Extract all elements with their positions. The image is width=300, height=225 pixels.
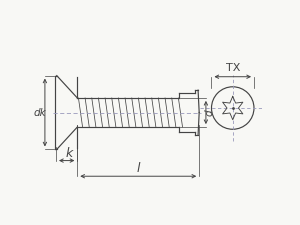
Text: d: d — [205, 109, 215, 116]
Text: l: l — [136, 162, 140, 175]
Text: TX: TX — [226, 63, 240, 73]
Text: k: k — [65, 147, 73, 160]
Text: dk: dk — [34, 108, 46, 117]
